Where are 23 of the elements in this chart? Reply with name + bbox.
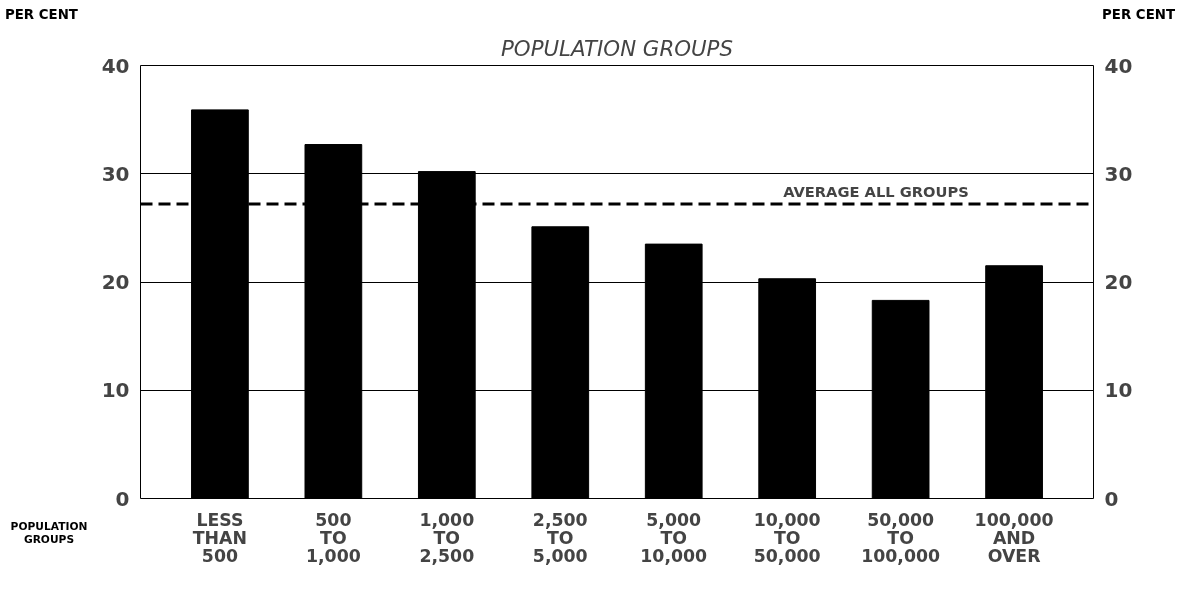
x-tick-label: LESS THAN 500: [192, 509, 248, 566]
y2-tick-label: 30: [1104, 161, 1133, 186]
y2-axis-title: PER CENT: [1102, 6, 1175, 24]
x-tick-label: 5,000 TO 10,000: [640, 509, 708, 566]
x-tick-label: 1,000 TO 2,500: [419, 509, 475, 566]
y-tick-label: 20: [101, 270, 130, 294]
y-axis-title: PER CENT: [5, 6, 78, 24]
x-tick-label: 2,500 TO 5,000: [532, 509, 588, 566]
y-tick-label: 30: [101, 161, 130, 186]
y2-tick-label: 10: [1104, 378, 1133, 403]
y2-tick-label: 40: [1104, 53, 1133, 78]
y-tick-label: 10: [101, 378, 130, 403]
x-tick-label: 50,000 TO 100,000: [861, 509, 941, 566]
x-tick-label: 10,000 TO 50,000: [753, 509, 821, 566]
y-tick-label: 40: [101, 53, 130, 78]
y-tick-label: 0: [115, 486, 130, 511]
ref-line-label: AVERAGE ALL GROUPS: [783, 183, 969, 201]
y2-tick-label: 20: [1104, 270, 1133, 294]
y2-tick-label: 0: [1104, 486, 1119, 511]
x-tick-label: 500 TO 1,000: [305, 509, 361, 566]
chart-title: POPULATION GROUPS: [500, 35, 734, 61]
x-axis-title: POPULATION GROUPS: [9, 519, 89, 547]
x-tick-label: 100,000 AND OVER: [974, 509, 1054, 566]
